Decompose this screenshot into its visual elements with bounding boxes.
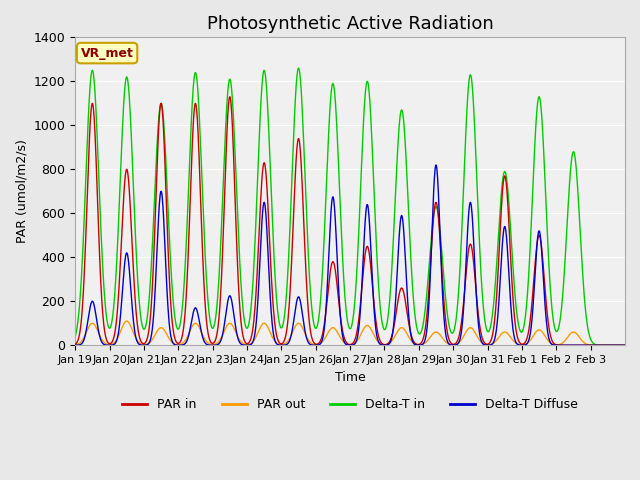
- Title: Photosynthetic Active Radiation: Photosynthetic Active Radiation: [207, 15, 493, 33]
- Legend: PAR in, PAR out, Delta-T in, Delta-T Diffuse: PAR in, PAR out, Delta-T in, Delta-T Dif…: [117, 393, 583, 416]
- Text: VR_met: VR_met: [81, 47, 134, 60]
- X-axis label: Time: Time: [335, 371, 365, 384]
- Y-axis label: PAR (umol/m2/s): PAR (umol/m2/s): [15, 139, 28, 243]
